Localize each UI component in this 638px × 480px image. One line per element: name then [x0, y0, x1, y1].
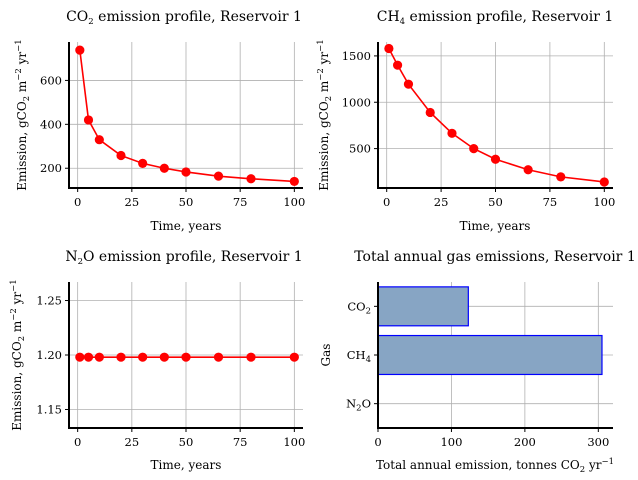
co2-xtick-label: 0 [74, 195, 81, 209]
n2o-xtick-label: 25 [125, 435, 140, 449]
totals-category-label: CH4​ [347, 348, 371, 365]
ch4-data-point [403, 79, 414, 89]
totals-category-label: N2O [346, 397, 371, 414]
n2o-axes [68, 282, 303, 429]
n2o-data-point [246, 352, 256, 362]
ch4-xtick-label: 100 [593, 195, 615, 209]
co2-data-point [138, 158, 148, 169]
n2o-ytick-label: 1.15 [36, 402, 62, 416]
ch4-ylabel: Emission, gCO2 m−2 yr−1 [316, 39, 334, 190]
co2-data-point [94, 135, 104, 145]
ch4-data-point [392, 60, 403, 70]
n2o-data-point [75, 352, 85, 362]
n2o-title: N2O emission profile, Reservoir 1 [65, 249, 302, 267]
ch4-xtick-label: 50 [488, 195, 503, 209]
ch4-xlabel: Time, years [460, 219, 531, 233]
n2o-data-point [181, 352, 191, 362]
ch4-ytick-label: 500 [349, 142, 371, 156]
ch4-title: CH4 emission profile, Reservoir 1 [377, 9, 614, 27]
co2-data-point [181, 167, 191, 177]
totals-xlabel: Total annual emission, tonnes CO2 yr−1 [376, 457, 614, 475]
co2-ytick-label: 600 [40, 73, 62, 87]
co2-xlabel: Time, years [151, 219, 222, 233]
ch4-data-point [599, 177, 609, 187]
co2-data-point [213, 171, 224, 181]
ch4-xtick-label: 75 [543, 195, 558, 209]
n2o-xtick-label: 100 [283, 435, 305, 449]
co2-grid [69, 42, 303, 188]
totals-xtick-label: 0 [374, 435, 381, 449]
co2-data-point [159, 163, 169, 173]
ch4-data-point [384, 43, 394, 54]
ch4-grid [378, 42, 613, 188]
n2o-ytick-label: 1.25 [36, 294, 62, 308]
totals-ylabel: Gas [319, 344, 333, 367]
panel-n2o: N2O emission profile, Reservoir 1 0 25 50 7… [9, 249, 305, 472]
totals-marks [377, 286, 603, 376]
n2o-data-point [94, 352, 104, 362]
ch4-data-point [425, 107, 435, 118]
ch4-data-point [469, 144, 479, 154]
n2o-data-point [83, 352, 94, 362]
ch4-series-line [388, 48, 605, 183]
co2-data-point [75, 45, 85, 55]
n2o-xtick-label: 75 [233, 435, 248, 449]
n2o-ticks: 0 25 50 75 100 1.15 1.20 1.25 [36, 294, 305, 449]
n2o-ylabel: Emission, gCO2 m−2 yr−1 [9, 279, 27, 430]
totals-xtick-label: 100 [440, 435, 462, 449]
n2o-data-point [116, 352, 126, 362]
ch4-ytick-label: 1500 [342, 49, 371, 63]
co2-ytick-label: 200 [40, 161, 62, 175]
co2-data-point [83, 115, 94, 125]
co2-data-point [116, 150, 126, 161]
co2-ytick-label: 400 [40, 117, 62, 131]
co2-series-line [79, 50, 295, 183]
n2o-ytick-label: 1.20 [36, 348, 62, 362]
ch4-data-point [447, 128, 457, 138]
ch4-axes [377, 42, 613, 189]
n2o-data-point [289, 352, 299, 362]
n2o-xtick-label: 50 [179, 435, 194, 449]
co2-marks [75, 45, 299, 187]
n2o-marks [75, 352, 299, 362]
n2o-data-point [159, 352, 169, 362]
panel-ch4: CH4 emission profile, Reservoir 1 0 25 50 7… [316, 9, 615, 233]
totals-title: Total annual gas emissions, Reservoir 1 [354, 249, 635, 265]
ch4-marks [384, 43, 609, 187]
co2-title: CO2 emission profile, Reservoir 1 [66, 9, 302, 27]
n2o-data-point [138, 352, 148, 362]
co2-xtick-label: 100 [283, 195, 305, 209]
totals-bar-co2 [377, 286, 469, 327]
totals-xtick-label: 300 [587, 435, 609, 449]
ch4-data-point [490, 154, 501, 164]
panel-co2: CO2 emission profile, Reservoir 1 0 25 50 7… [14, 9, 305, 233]
totals-ticks: 0 100 200 300 CO2​ CH4​ N2O [346, 299, 609, 449]
ch4-xtick-label: 0 [383, 195, 390, 209]
co2-xtick-label: 75 [233, 195, 248, 209]
n2o-xlabel: Time, years [151, 458, 222, 472]
totals-category-label: CO2​ [347, 299, 371, 316]
ch4-data-point [556, 172, 566, 182]
totals-bar-ch4 [377, 334, 603, 376]
co2-xtick-label: 50 [179, 195, 194, 209]
co2-ylabel: Emission, gCO2 m−2 yr−1 [14, 39, 32, 190]
ch4-ytick-label: 1000 [342, 95, 371, 109]
co2-data-point [289, 176, 299, 187]
ch4-xtick-label: 25 [434, 195, 449, 209]
ch4-ticks: 0 25 50 75 100 500 1000 1500 [342, 49, 616, 209]
panel-totals: Total annual gas emissions, Reservoir 1 … [319, 249, 636, 475]
ch4-data-point [523, 165, 533, 175]
co2-axes [68, 42, 303, 189]
co2-data-point [246, 174, 256, 184]
co2-ticks: 0 25 50 75 100 200 400 600 [40, 73, 305, 209]
n2o-data-point [213, 352, 224, 362]
n2o-xtick-label: 0 [74, 435, 81, 449]
co2-xtick-label: 25 [125, 195, 140, 209]
totals-xtick-label: 200 [514, 435, 536, 449]
